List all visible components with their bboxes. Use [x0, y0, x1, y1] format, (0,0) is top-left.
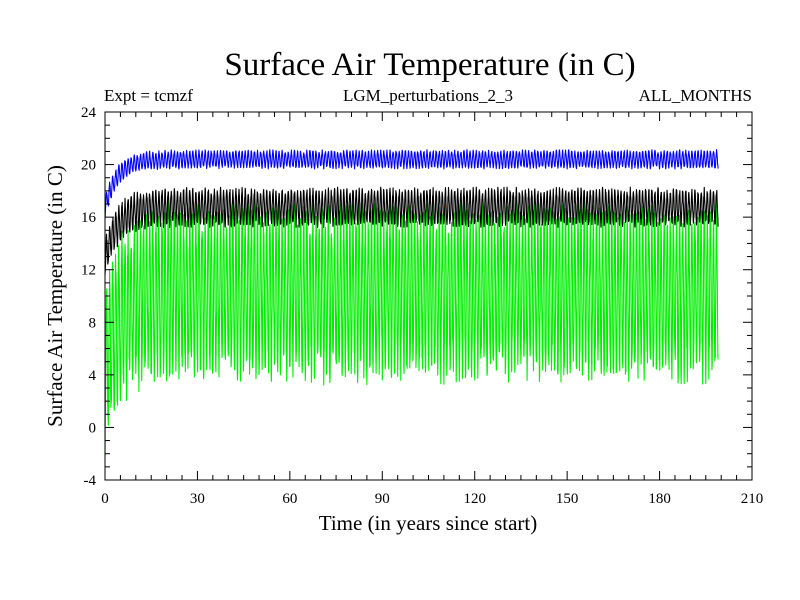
- y-tick-label: 4: [89, 368, 97, 384]
- x-tick-label: 150: [556, 491, 579, 507]
- header-center: LGM_perturbations_2_3: [343, 86, 513, 105]
- y-tick-label: 0: [89, 420, 97, 436]
- y-axis-label: Surface Air Temperature (in C): [43, 165, 67, 427]
- y-tick-label: 16: [81, 210, 97, 226]
- x-tick-label: 120: [463, 491, 486, 507]
- y-tick-label: -4: [84, 473, 97, 489]
- y-tick-label: 8: [89, 315, 97, 331]
- y-tick-label: 12: [81, 263, 96, 279]
- x-tick-label: 210: [741, 491, 764, 507]
- series-layer: [104, 149, 719, 457]
- x-tick-label: 30: [190, 491, 205, 507]
- x-tick-label: 0: [101, 491, 109, 507]
- x-tick-label: 180: [648, 491, 671, 507]
- series-line-1: [104, 199, 719, 457]
- series-line-3: [104, 149, 719, 220]
- chart-title: Surface Air Temperature (in C): [224, 47, 635, 83]
- x-tick-label: 60: [282, 491, 297, 507]
- series-line-2: [104, 186, 719, 276]
- x-axis-label: Time (in years since start): [319, 511, 538, 535]
- x-tick-label: 90: [375, 491, 390, 507]
- y-tick-label: 20: [81, 158, 96, 174]
- header-left: Expt = tcmzf: [104, 86, 193, 105]
- header-right: ALL_MONTHS: [639, 86, 752, 105]
- y-tick-label: 24: [81, 105, 97, 121]
- plot-frame: [104, 111, 753, 481]
